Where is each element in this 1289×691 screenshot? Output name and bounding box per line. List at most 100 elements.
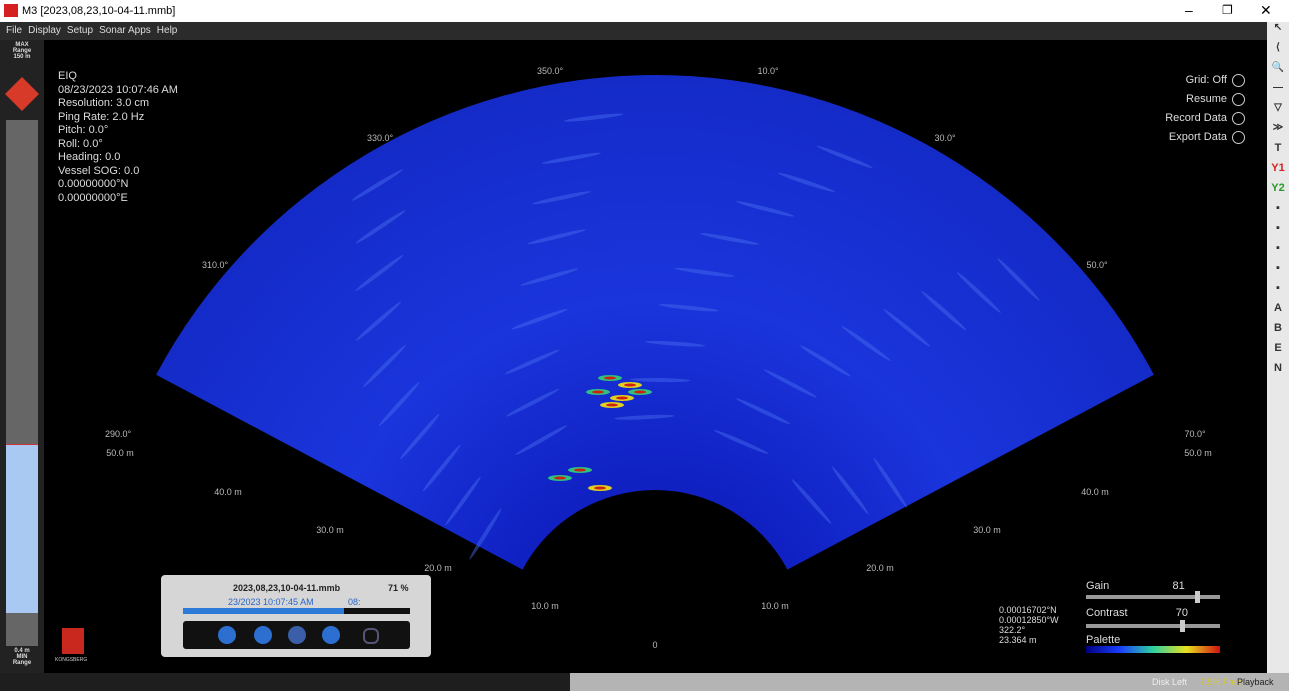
menu-item[interactable]: Display — [28, 25, 61, 36]
echo-core — [634, 390, 646, 394]
tool-icon[interactable]: ▪ — [1276, 242, 1280, 254]
tool-icon[interactable]: ▪ — [1276, 202, 1280, 214]
echo-streak — [736, 398, 791, 425]
echo-streak — [363, 344, 406, 388]
echo-core — [554, 476, 566, 480]
playback-buttons — [183, 621, 410, 649]
control-button[interactable]: Export Data — [1165, 128, 1245, 147]
echo-streak — [614, 414, 675, 420]
tool-button[interactable]: T — [1274, 142, 1282, 154]
echo-streak — [658, 304, 719, 312]
play-button[interactable] — [254, 626, 272, 644]
gain-track[interactable] — [1086, 595, 1220, 599]
range-label: 40.0 m — [1081, 487, 1109, 497]
palette-bar[interactable] — [1086, 646, 1220, 653]
minimize[interactable]: – — [1185, 2, 1193, 18]
control-button[interactable]: Resume — [1165, 90, 1245, 109]
range-label: 10.0 m — [531, 601, 559, 611]
range-label: 0 — [652, 640, 657, 650]
tool-bar: ↖ ⟨ 🔍 — ▽ ≫ T Y1 Y2 ▪ ▪ ▪ ▪ ▪ A B E N — [1267, 22, 1289, 673]
range-label: 40.0 m — [214, 487, 242, 497]
min-range: 0.4 m MIN Range — [0, 648, 44, 666]
echo-streak — [400, 413, 440, 460]
control-icon — [1232, 130, 1245, 144]
status-mode: Playback — [1237, 677, 1274, 687]
menu-item[interactable]: Setup — [66, 25, 94, 36]
echo-streak — [527, 229, 586, 245]
tool-button[interactable]: Y2 — [1271, 182, 1285, 194]
tool-icon[interactable]: — — [1273, 82, 1283, 93]
control-label: Export Data — [1168, 131, 1227, 143]
tool-button[interactable]: E — [1274, 342, 1282, 354]
contrast-track[interactable] — [1086, 624, 1220, 628]
echo-streak — [699, 233, 759, 245]
contrast-knob[interactable] — [1179, 620, 1185, 632]
menu-item[interactable]: Sonar Apps — [99, 25, 151, 36]
tool-icon[interactable]: ▪ — [1276, 282, 1280, 294]
echo-streak — [515, 425, 568, 456]
status-disk: Disk Left — [1152, 677, 1188, 687]
menu-item[interactable]: File — [6, 25, 23, 36]
tool-icon[interactable]: ↖ — [1273, 22, 1283, 33]
echo-streak — [674, 267, 735, 277]
gain-knob[interactable] — [1194, 591, 1200, 603]
echo-streak — [777, 172, 835, 193]
min-range-text: 0.4 m — [14, 648, 30, 654]
echo-streak — [355, 210, 406, 244]
loop-button[interactable] — [363, 628, 379, 644]
echo-streak — [799, 345, 852, 377]
range-slider-fill — [6, 444, 38, 613]
position-line: 23.364 m — [999, 635, 1037, 645]
control-button[interactable]: Grid: Off — [1165, 71, 1245, 90]
echo-core — [604, 376, 616, 380]
tool-button[interactable]: A — [1274, 302, 1282, 314]
gain-label: Gain — [1086, 580, 1110, 592]
info-overlay: EIQ 08/23/2023 10:07:46 AM Resolution: 3.0… — [58, 70, 178, 205]
tool-icon[interactable]: ▽ — [1274, 102, 1282, 113]
range-label: 30.0 m — [973, 525, 1001, 535]
range-arrows[interactable] — [5, 77, 39, 111]
echo-core — [574, 468, 586, 472]
info-line: 0.00000000°N — [58, 178, 129, 190]
playback-progress[interactable] — [183, 608, 410, 614]
position-line: 0.00012850°W — [999, 615, 1059, 625]
tool-button[interactable]: B — [1274, 322, 1282, 334]
tool-button[interactable]: Y1 — [1271, 162, 1285, 174]
cursor-position: 0.00016702°N 0.00012850°W 322.2° 23.364 m — [999, 605, 1059, 645]
tool-icon[interactable]: 🔍 — [1271, 62, 1285, 73]
echo-streak — [832, 466, 869, 515]
tool-icon[interactable]: ▪ — [1276, 222, 1280, 234]
playback-panel: 2023,08,23,10-04-11.mmb 71 % 23/2023 10:… — [161, 575, 431, 657]
fast-forward-button[interactable] — [288, 626, 306, 644]
step-button[interactable] — [322, 626, 340, 644]
range-label: 10.0 m — [761, 601, 789, 611]
tool-button[interactable]: N — [1274, 362, 1282, 374]
tool-icon[interactable]: ≫ — [1272, 122, 1284, 133]
gain-value: 81 — [1172, 580, 1185, 592]
close[interactable]: ✕ — [1260, 2, 1272, 18]
echo-streak — [511, 308, 568, 330]
control-button[interactable]: Record Data — [1165, 109, 1245, 128]
echo-streak — [541, 152, 601, 164]
echo-streak — [883, 309, 931, 347]
echo-streak — [629, 377, 690, 383]
echo-streak — [791, 479, 832, 525]
tool-icon[interactable]: ⟨ — [1276, 42, 1280, 53]
control-label: Record Data — [1165, 112, 1227, 124]
restore[interactable]: ❐ — [1222, 3, 1233, 17]
control-icon — [1232, 92, 1245, 106]
stop-button[interactable] — [218, 626, 236, 644]
info-line: 08/23/2023 10:07:46 AM — [58, 83, 178, 96]
control-label: Grid: Off — [1185, 74, 1227, 86]
echo-streak — [422, 444, 461, 492]
tool-icon[interactable]: ▪ — [1276, 262, 1280, 274]
echo-streak — [504, 349, 560, 375]
info-line: EIQ — [58, 70, 77, 82]
menu-item[interactable]: Help — [156, 25, 178, 36]
range-panel: MAX Range 150 m 0.4 m MIN Range — [0, 40, 44, 673]
echo-streak — [469, 508, 502, 560]
echo-streak — [532, 191, 591, 205]
info-line: Vessel SOG: 0.0 — [58, 164, 140, 177]
control-icon — [1232, 111, 1245, 125]
